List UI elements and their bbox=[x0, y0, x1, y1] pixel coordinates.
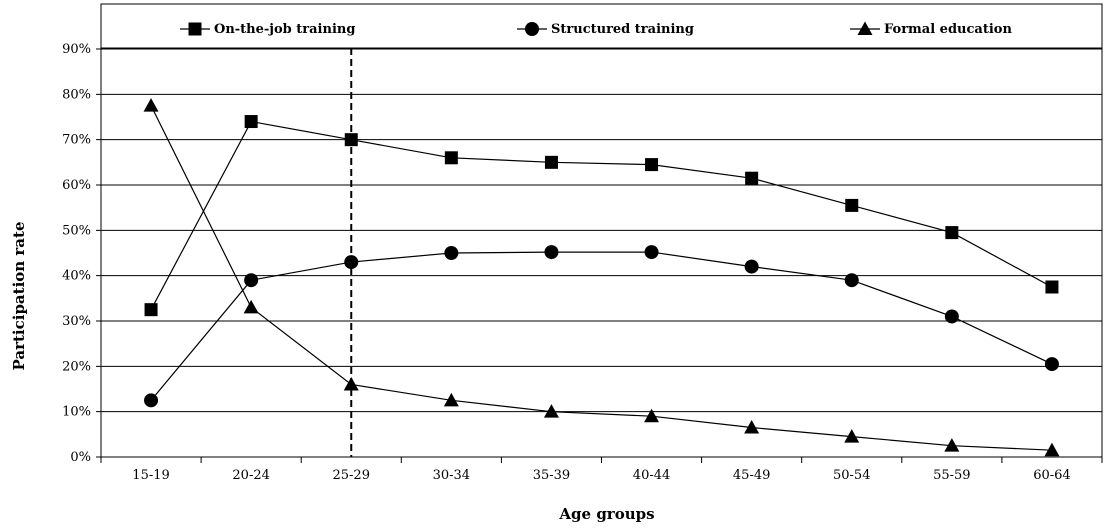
data-point-structured-training bbox=[644, 245, 659, 260]
x-tick-label: 40-44 bbox=[633, 468, 670, 483]
legend: On-the-job training Structured training Fo… bbox=[100, 3, 1103, 49]
series-layer bbox=[143, 4, 1060, 457]
y-tick-label: 10% bbox=[62, 405, 91, 420]
data-point-formal-education bbox=[143, 98, 159, 112]
data-point-on-the-job-training bbox=[745, 171, 759, 185]
data-point-formal-education bbox=[944, 438, 960, 452]
data-point-formal-education bbox=[644, 408, 660, 423]
data-point-formal-education bbox=[744, 420, 760, 434]
data-point-on-the-job-training bbox=[444, 151, 458, 165]
legend-box bbox=[100, 3, 1103, 49]
y-tick-label: 0% bbox=[70, 450, 91, 465]
x-tick-label: 35-39 bbox=[533, 468, 570, 483]
series-line-formal-education bbox=[150, 105, 1052, 451]
x-tick-label: 20-24 bbox=[232, 468, 269, 483]
data-point-formal-education bbox=[543, 404, 559, 418]
grid-layer bbox=[96, 48, 1102, 458]
data-point-on-the-job-training bbox=[144, 303, 158, 317]
data-point-on-the-job-training bbox=[544, 155, 558, 169]
x-tick-label: 25-29 bbox=[333, 468, 370, 483]
data-point-structured-training bbox=[744, 259, 759, 274]
legend-marker-formal-education bbox=[857, 21, 873, 35]
data-point-on-the-job-training bbox=[845, 198, 859, 212]
y-tick-label: 20% bbox=[62, 359, 91, 374]
data-point-on-the-job-training bbox=[645, 158, 659, 172]
data-point-structured-training bbox=[844, 273, 859, 288]
y-tick-label: 40% bbox=[62, 269, 91, 284]
data-point-structured-training bbox=[344, 255, 359, 270]
x-tick-label: 60-64 bbox=[1033, 468, 1070, 483]
legend-label-on-the-job-training: On-the-job training bbox=[214, 22, 355, 37]
x-tick-label: 45-49 bbox=[733, 468, 770, 483]
data-point-on-the-job-training bbox=[244, 115, 258, 129]
legend-marker-structured-training bbox=[525, 22, 539, 36]
data-point-on-the-job-training bbox=[1045, 280, 1059, 294]
x-axis-title: Age groups bbox=[558, 505, 654, 523]
data-point-structured-training bbox=[444, 246, 459, 260]
y-axis-title: Participation rate bbox=[10, 221, 28, 370]
data-point-structured-training bbox=[244, 273, 259, 288]
data-point-formal-education bbox=[343, 376, 359, 391]
y-tick-label: 60% bbox=[62, 178, 91, 193]
data-point-structured-training bbox=[544, 245, 559, 260]
x-tick-label: 55-59 bbox=[933, 468, 970, 483]
x-tick-label: 50-54 bbox=[833, 468, 870, 483]
y-tick-label: 70% bbox=[62, 133, 91, 148]
legend-label-formal-education: Formal education bbox=[884, 22, 1012, 37]
data-point-structured-training bbox=[944, 309, 959, 324]
x-tick-label: 30-34 bbox=[433, 468, 470, 483]
data-point-formal-education bbox=[1044, 442, 1060, 457]
data-point-structured-training bbox=[1044, 357, 1059, 372]
data-point-formal-education bbox=[443, 392, 459, 407]
legend-label-structured-training: Structured training bbox=[551, 22, 694, 37]
data-point-on-the-job-training bbox=[945, 226, 959, 240]
data-point-formal-education bbox=[844, 429, 860, 443]
data-point-on-the-job-training bbox=[344, 133, 358, 147]
y-tick-label: 90% bbox=[62, 42, 91, 57]
legend-marker-on-the-job-training bbox=[188, 22, 202, 36]
axis-layer: 0% 10% 20% 30% 40% 50% 60% 70% 80% 90% 15-19 20-24 2… bbox=[62, 3, 1103, 483]
data-point-structured-training bbox=[144, 393, 159, 408]
series-line-on-the-job-training bbox=[150, 120, 1053, 310]
x-tick-label: 15-19 bbox=[132, 468, 169, 483]
y-tick-label: 80% bbox=[62, 87, 91, 102]
data-point-formal-education bbox=[243, 299, 259, 314]
series-line-structured-training bbox=[150, 251, 1053, 401]
y-tick-label: 30% bbox=[62, 314, 91, 329]
y-tick-label: 50% bbox=[62, 223, 91, 238]
